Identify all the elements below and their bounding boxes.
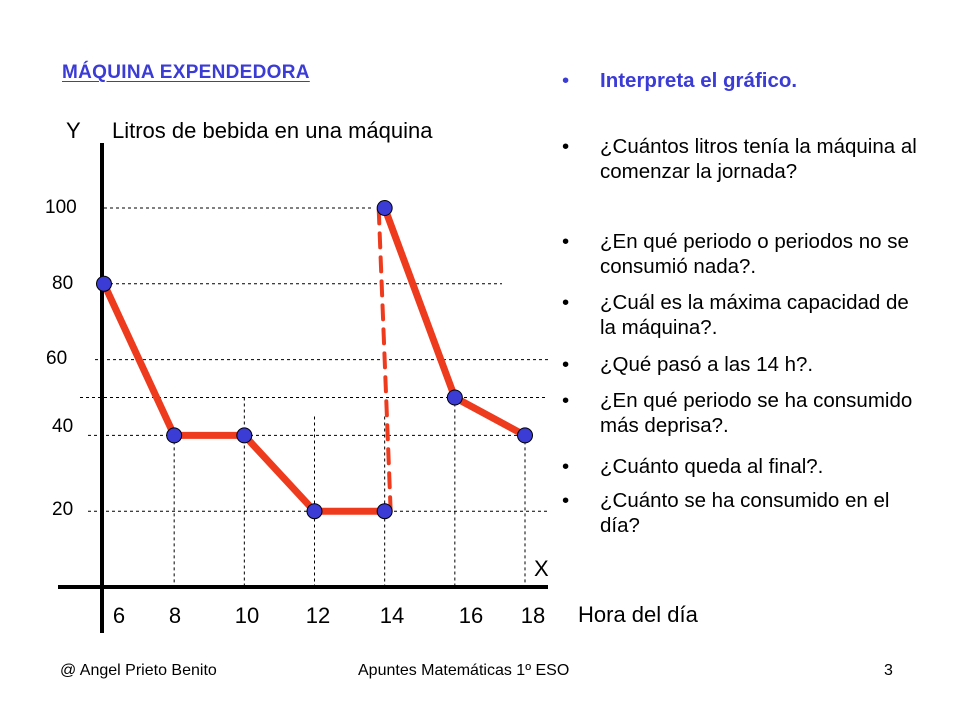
bullet-icon: • xyxy=(562,455,570,478)
y-axis-letter: Y xyxy=(66,118,81,143)
data-point xyxy=(306,503,323,520)
question-text: Interpreta el gráfico. xyxy=(600,69,798,92)
x-tick-label: 12 xyxy=(305,603,331,628)
bullet-icon: • xyxy=(562,291,570,314)
x-axis-letter: X xyxy=(534,556,549,581)
question-text: ¿En qué periodo se ha consumido más depr… xyxy=(600,389,913,437)
data-point xyxy=(376,503,393,520)
y-tick-label: 60 xyxy=(46,348,68,369)
bullet-icon: • xyxy=(562,230,570,253)
data-point xyxy=(446,389,463,406)
data-line-segment xyxy=(451,394,529,439)
x-axis-label: Hora del día xyxy=(578,602,698,627)
footer-course: Apuntes Matemáticas 1º ESO xyxy=(358,662,570,679)
y-axis-label: Litros de bebida en una máquina xyxy=(112,118,433,143)
bullet-icon: • xyxy=(562,389,570,412)
data-line-segment xyxy=(381,204,459,401)
question-text: ¿Cuánto se ha consumido en el día? xyxy=(600,489,890,537)
data-line-segment xyxy=(240,431,318,515)
bullet-icon: • xyxy=(562,135,570,158)
question-text: ¿Cuál es la máxima capacidad de la máqui… xyxy=(600,291,909,339)
y-tick-label: 100 xyxy=(45,197,77,218)
bullet-icon: • xyxy=(562,69,570,92)
bullet-icon: • xyxy=(562,489,570,512)
data-point xyxy=(236,427,253,444)
data-point xyxy=(96,275,112,292)
question-text: ¿En qué periodo o periodos no se consumi… xyxy=(600,230,909,278)
y-tick-label: 20 xyxy=(52,499,74,520)
refill-dashed-line xyxy=(376,206,393,514)
data-point xyxy=(517,427,533,444)
data-line-segment xyxy=(100,280,178,439)
footer-author: @ Angel Prieto Benito xyxy=(60,662,217,679)
footer-page-number: 3 xyxy=(884,662,893,679)
question-text: ¿Cuánto queda al final?. xyxy=(600,455,824,478)
x-tick-label: 6 xyxy=(112,603,126,628)
bullet-icon: • xyxy=(562,353,570,376)
x-tick-label: 16 xyxy=(458,603,484,628)
question-text: ¿Cuántos litros tenía la máquina al come… xyxy=(600,135,917,183)
x-tick-label: 14 xyxy=(379,603,405,628)
x-tick-label: 10 xyxy=(234,603,260,628)
y-tick-label: 40 xyxy=(52,416,74,437)
data-point xyxy=(376,200,393,216)
y-tick-label: 80 xyxy=(52,273,74,294)
slide-title: MÁQUINA EXPENDEDORA xyxy=(62,62,310,83)
data-point xyxy=(166,427,183,444)
question-text: ¿Qué pasó a las 14 h?. xyxy=(600,353,814,376)
x-tick-label: 8 xyxy=(168,603,182,628)
x-tick-label: 18 xyxy=(520,603,546,628)
